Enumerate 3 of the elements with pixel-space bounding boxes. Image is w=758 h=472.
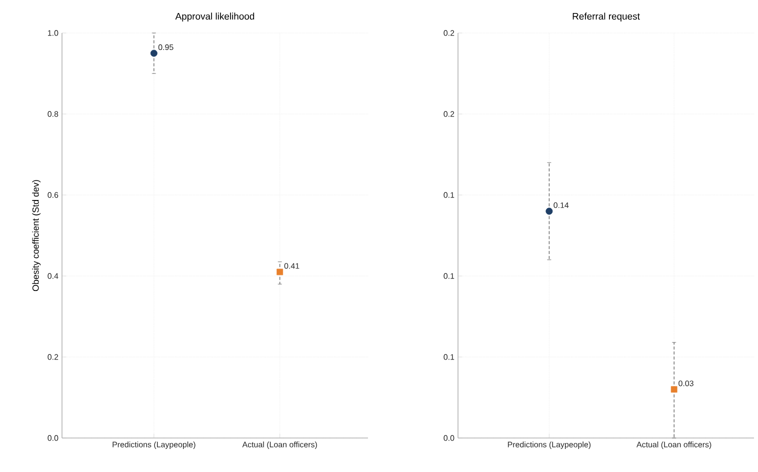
chart-title: Approval likelihood xyxy=(175,12,254,22)
y-axis-title: Obesity coefficient (Std dev) xyxy=(32,180,41,292)
chart-title: Referral request xyxy=(572,12,640,22)
